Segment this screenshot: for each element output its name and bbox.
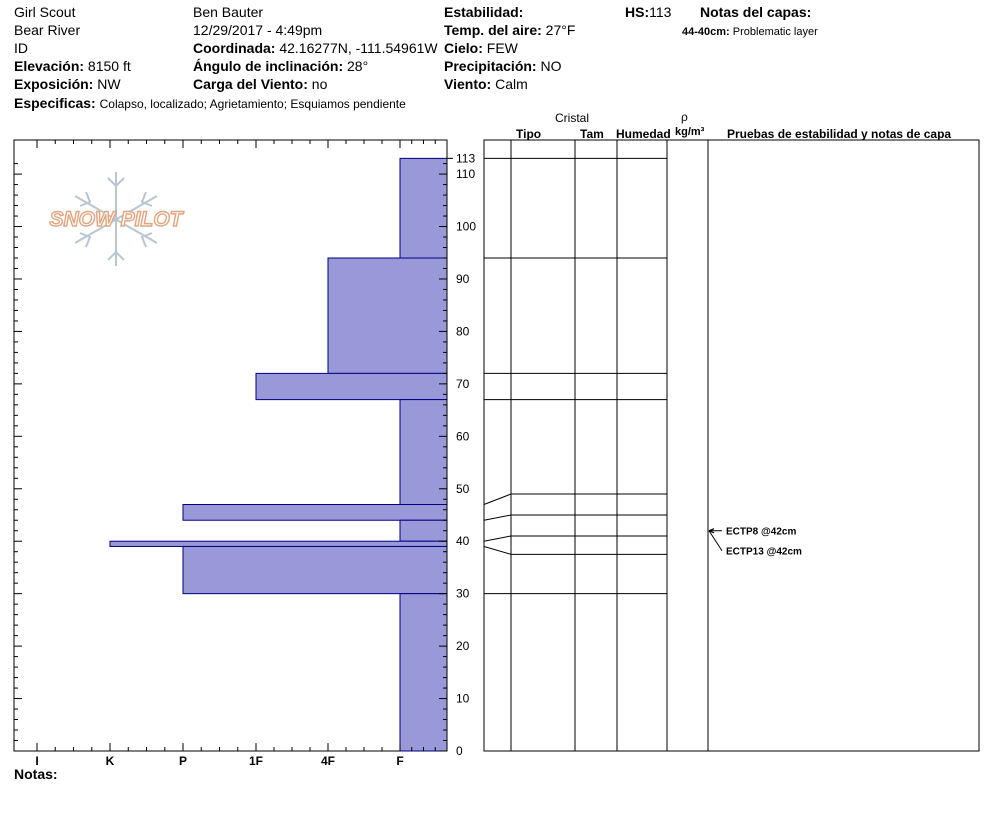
- hardness-bar: [399, 157, 448, 259]
- hs-label: HS:: [625, 4, 650, 20]
- y-tick-label: 110: [456, 167, 475, 181]
- elevation-row: Elevación: 8150 ft: [14, 58, 131, 74]
- layer-note-range: 44-40cm:: [682, 26, 730, 38]
- notes-label: Notas:: [14, 766, 58, 782]
- hardness-bar: [182, 545, 448, 595]
- specifics-label: Especificas:: [14, 95, 96, 111]
- x-tick-label: 1F: [249, 754, 263, 768]
- exposure-row: Exposición: NW: [14, 76, 121, 92]
- layer-notes-label: Notas del capas:: [700, 4, 812, 20]
- elevation-label: Elevación:: [14, 58, 85, 74]
- hs-value: 113: [649, 4, 672, 20]
- x-tick-label: F: [396, 754, 403, 768]
- y-tick-label: 60: [456, 429, 470, 443]
- col-size: Tam: [580, 127, 604, 141]
- col-crystal: Cristal: [555, 111, 590, 125]
- x-tick-label: 4F: [321, 754, 335, 768]
- y-tick-label: 90: [456, 272, 470, 286]
- specifics-value: Colapso, localizado; Agrietamiento; Esqu…: [99, 97, 406, 111]
- snowpilot-logo: SNOW PILOT: [49, 172, 185, 266]
- observer: Ben Bauter: [193, 4, 264, 20]
- slope-value: 28°: [347, 58, 369, 74]
- col-rho: ρ: [681, 110, 688, 124]
- col-type: Tipo: [516, 127, 542, 141]
- y-tick-label: 100: [456, 220, 476, 234]
- stratigraphy-frame: [483, 139, 980, 752]
- hardness-bar: [109, 540, 448, 547]
- hardness-bar: [327, 257, 448, 374]
- hs-row: HS:113: [625, 4, 671, 20]
- id-label: ID: [14, 40, 28, 56]
- test-label: ECTP8 @42cm: [726, 527, 796, 538]
- layer-connector: [483, 493, 512, 505]
- layer-connector: [483, 535, 512, 542]
- precip-value: NO: [540, 58, 562, 74]
- y-tick-label: 50: [456, 482, 470, 496]
- coord-value: 42.16277N, -111.54961W: [279, 40, 438, 56]
- range: Bear River: [14, 22, 81, 38]
- air-temp-label: Temp. del aire:: [444, 22, 542, 38]
- y-tick-label: 20: [456, 639, 470, 653]
- wind-label: Viento:: [444, 76, 492, 92]
- wind-value: Calm: [495, 76, 528, 92]
- hardness-plot-frame: [13, 139, 448, 752]
- x-tick-label: K: [106, 754, 115, 768]
- wind-load-label: Carga del Viento:: [193, 76, 308, 92]
- precip-label: Precipitación:: [444, 58, 537, 74]
- coord-row: Coordinada: 42.16277N, -111.54961W: [193, 40, 438, 56]
- layer-note-row: 44-40cm: Problematic layer: [682, 24, 818, 40]
- x-tick-label: I: [35, 754, 38, 768]
- y-tick-label: 0: [456, 744, 463, 758]
- air-temp-row: Temp. del aire: 27°F: [444, 22, 575, 38]
- test-pointer: [708, 530, 723, 551]
- stability-label: Estabilidad:: [444, 4, 524, 20]
- y-tick-label: 80: [456, 324, 470, 338]
- coord-label: Coordinada:: [193, 40, 276, 56]
- wind-row: Viento: Calm: [444, 76, 528, 92]
- wind-load-value: no: [311, 76, 328, 92]
- layer-note-text: Problematic layer: [732, 26, 818, 38]
- y-tick-label: 10: [456, 692, 470, 706]
- col-humidity: Humedad: [616, 127, 671, 141]
- layer-connector: [483, 514, 512, 521]
- slope-row: Ángulo de inclinación: 28°: [193, 58, 368, 74]
- slope-label: Ángulo de inclinación:: [193, 58, 344, 74]
- precip-row: Precipitación: NO: [444, 58, 561, 74]
- hardness-bar: [255, 372, 448, 401]
- logo-text: SNOW PILOT: [50, 208, 185, 231]
- y-tick-label: 70: [456, 377, 470, 391]
- snowflake-icon: [74, 172, 158, 266]
- wind-load-row: Carga del Viento: no: [193, 76, 327, 92]
- layer-connector: [483, 545, 512, 555]
- test-arrowhead: [708, 528, 715, 532]
- y-tick-label: 40: [456, 534, 470, 548]
- col-tests: Pruebas de estabilidad y notas de capa: [727, 127, 952, 141]
- exposure-value: NW: [97, 76, 121, 92]
- test-arrowhead: [708, 530, 715, 534]
- hardness-bar: [182, 504, 448, 521]
- col-density-unit: kg/m³: [675, 126, 705, 138]
- hardness-bar: [399, 519, 448, 542]
- sky-label: Cielo:: [444, 40, 483, 56]
- y-tick-label: 30: [456, 587, 470, 601]
- hardness-bar: [399, 593, 448, 752]
- location: Girl Scout: [14, 4, 76, 20]
- air-temp-value: 27°F: [545, 22, 576, 38]
- hardness-bar: [399, 399, 448, 506]
- x-tick-label: P: [179, 754, 187, 768]
- sky-value: FEW: [486, 40, 518, 56]
- elevation-value: 8150 ft: [87, 58, 131, 74]
- sky-row: Cielo: FEW: [444, 40, 518, 56]
- y-tick-label: 113: [456, 151, 475, 165]
- specifics-row: Especificas: Colapso, localizado; Agriet…: [14, 95, 406, 112]
- exposure-label: Exposición:: [14, 76, 94, 92]
- test-label: ECTP13 @42cm: [726, 547, 802, 558]
- datetime: 12/29/2017 - 4:49pm: [193, 22, 323, 38]
